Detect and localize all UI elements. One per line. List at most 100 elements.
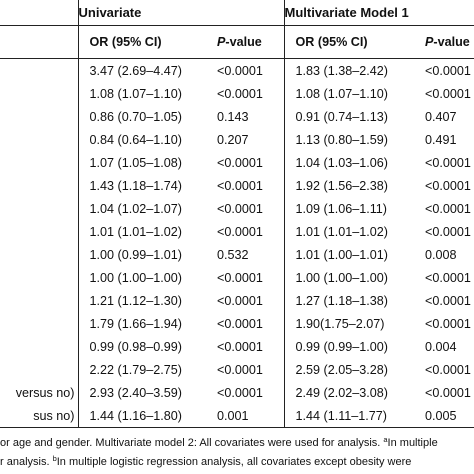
table-row: 0.99 (0.98–0.99) <0.0001 0.99 (0.99–1.00) 0… <box>0 335 474 358</box>
row-label <box>0 358 78 381</box>
uni-or-ci-cell: 2.22 (1.79–2.75) <box>77 358 206 381</box>
uni-p-value-cell: 0.143 <box>217 109 249 124</box>
mv-or-ci-cell: 2.49 (2.02–3.08) <box>283 381 414 404</box>
uni-p-value-header: P-value <box>206 25 284 59</box>
mv-p-value-cell: 0.008 <box>425 247 457 262</box>
row-label <box>0 151 78 174</box>
uni-p-value-cell: 0.532 <box>217 247 249 262</box>
mv-p-value-cell: <0.0001 <box>425 293 471 308</box>
mv-p-value-header: P-value <box>414 25 474 59</box>
mv-or-ci-cell: 1.83 (1.38–2.42) <box>283 58 414 82</box>
uni-or-ci-cell: 1.01 (1.01–1.02) <box>77 220 206 243</box>
uni-or-ci-cell: 0.86 (0.70–1.05) <box>77 105 206 128</box>
uni-or-ci-cell: 0.99 (0.98–0.99) <box>77 335 206 358</box>
row-label <box>0 59 78 83</box>
uni-p-value-cell: 0.001 <box>206 404 284 428</box>
mv-or-ci-cell: 1.92 (1.56–2.38) <box>283 174 414 197</box>
uni-p-value-cell: <0.0001 <box>217 63 263 78</box>
mv-p-value-cell: <0.0001 <box>425 63 471 78</box>
mv-p-value-cell: <0.0001 <box>425 86 471 101</box>
mv-or-ci-cell: 0.99 (0.99–1.00) <box>283 335 414 358</box>
empty-header-cell <box>0 0 78 26</box>
uni-or-ci-cell: 1.79 (1.66–1.94) <box>77 312 206 335</box>
uni-or-ci-cell: 0.84 (0.64–1.10) <box>77 128 206 151</box>
table-row: 1.04 (1.02–1.07) <0.0001 1.09 (1.06–1.11) <… <box>0 197 474 220</box>
multivariate-model1-group-header: Multivariate Model 1 <box>283 0 474 26</box>
uni-p-value-cell: 0.207 <box>217 132 249 147</box>
p-suffix: -value <box>225 35 262 49</box>
table-row: 0.86 (0.70–1.05) 0.143 0.91 (0.74–1.13) 0.4… <box>0 105 474 128</box>
row-label <box>0 220 78 243</box>
footnote-marker: b <box>52 454 57 463</box>
table-row: 2.22 (1.79–2.75) <0.0001 2.59 (2.05–3.28) <… <box>0 358 474 381</box>
row-label <box>0 105 78 128</box>
table-row: 0.84 (0.64–1.10) 0.207 1.13 (0.80–1.59) 0.4… <box>0 128 474 151</box>
table-row: 1.21 (1.12–1.30) <0.0001 1.27 (1.18–1.38) <… <box>0 289 474 312</box>
row-label <box>0 289 78 312</box>
empty-header-cell <box>0 25 78 59</box>
uni-or-ci-cell: 1.07 (1.05–1.08) <box>77 151 206 174</box>
row-label: versus no) <box>15 385 75 400</box>
mv-p-value-cell: <0.0001 <box>425 385 471 400</box>
table-row: sus no) 1.44 (1.16–1.80) 0.001 1.44 (1.11–1… <box>0 404 474 428</box>
row-label <box>0 243 78 266</box>
mv-p-value-cell: <0.0001 <box>425 362 471 377</box>
row-label: sus no) <box>0 404 78 428</box>
row-label <box>0 197 78 220</box>
p-letter: P <box>217 35 226 49</box>
mv-or-ci-header: OR (95% CI) <box>283 25 414 59</box>
table-footnote: or age and gender. Multivariate model 2:… <box>0 432 474 470</box>
footnote-line-1: or age and gender. Multivariate model 2:… <box>0 432 474 451</box>
group-header-row: Univariate Multivariate Model 1 <box>0 0 474 26</box>
mv-or-ci-cell: 2.59 (2.05–3.28) <box>283 358 414 381</box>
uni-or-ci-cell: 1.08 (1.07–1.10) <box>77 82 206 105</box>
mv-p-value-cell: 0.491 <box>425 132 457 147</box>
mv-p-value-cell: <0.0001 <box>425 201 471 216</box>
footnote-text: In multiple <box>387 437 438 449</box>
uni-or-ci-cell: 1.00 (1.00–1.00) <box>77 266 206 289</box>
uni-or-ci-cell: 1.04 (1.02–1.07) <box>77 197 206 220</box>
table-row: 1.07 (1.05–1.08) <0.0001 1.04 (1.03–1.06) <… <box>0 151 474 174</box>
footnote-text: or age and gender. Multivariate model 2:… <box>0 437 384 449</box>
uni-p-value-cell: <0.0001 <box>217 293 263 308</box>
results-table: Univariate Multivariate Model 1 OR (95% … <box>0 0 474 428</box>
uni-p-value-cell: <0.0001 <box>217 362 263 377</box>
mv-p-value-cell: <0.0001 <box>425 224 471 239</box>
uni-or-ci-cell: 1.43 (1.18–1.74) <box>77 174 206 197</box>
table-row: 1.79 (1.66–1.94) <0.0001 1.90(1.75–2.07) <0… <box>0 312 474 335</box>
mv-or-ci-cell: 0.91 (0.74–1.13) <box>283 105 414 128</box>
uni-p-value-cell: <0.0001 <box>217 270 263 285</box>
mv-or-ci-cell: 1.01 (1.01–1.02) <box>283 220 414 243</box>
mv-p-value-cell: <0.0001 <box>425 178 471 193</box>
footnote-line-2: r analysis. bIn multiple logistic regres… <box>0 451 474 470</box>
uni-or-ci-cell: 3.47 (2.69–4.47) <box>77 58 206 82</box>
row-label <box>0 82 78 105</box>
footnote-text: r analysis. <box>0 456 53 468</box>
mv-or-ci-cell: 1.09 (1.06–1.11) <box>283 197 414 220</box>
mv-or-ci-cell: 1.27 (1.18–1.38) <box>283 289 414 312</box>
p-letter: P <box>425 35 434 49</box>
mv-or-ci-cell: 1.44 (1.11–1.77) <box>283 404 414 428</box>
row-label <box>0 174 78 197</box>
uni-or-ci-cell: 1.00 (0.99–1.01) <box>77 243 206 266</box>
mv-or-ci-cell: 1.00 (1.00–1.00) <box>283 266 414 289</box>
uni-p-value-cell: <0.0001 <box>217 339 263 354</box>
footnote-marker: a <box>383 435 388 444</box>
univariate-group-header: Univariate <box>77 0 284 26</box>
table-row: 1.00 (1.00–1.00) <0.0001 1.00 (1.00–1.00) <… <box>0 266 474 289</box>
table-row: 1.08 (1.07–1.10) <0.0001 1.08 (1.07–1.10) <… <box>0 82 474 105</box>
table-row: versus no) 2.93 (2.40–3.59) <0.0001 2.49 (2… <box>0 381 474 404</box>
row-label <box>0 335 78 358</box>
uni-p-value-cell: <0.0001 <box>217 86 263 101</box>
uni-or-ci-header: OR (95% CI) <box>77 25 206 59</box>
table-row: 3.47 (2.69–4.47) <0.0001 1.83 (1.38–2.42) <… <box>0 58 474 83</box>
mv-p-value-cell: <0.0001 <box>425 316 471 331</box>
uni-p-value-cell: <0.0001 <box>217 155 263 170</box>
row-label <box>0 266 78 289</box>
mv-or-ci-cell: 1.08 (1.07–1.10) <box>283 82 414 105</box>
footnote-text: In multiple logistic regression analysis… <box>56 456 412 468</box>
mv-p-value-cell: <0.0001 <box>425 270 471 285</box>
mv-p-value-cell: 0.407 <box>425 109 457 124</box>
mv-p-value-cell: 0.005 <box>414 404 474 428</box>
column-header-row: OR (95% CI) P-value OR (95% CI) P-value <box>0 25 474 59</box>
